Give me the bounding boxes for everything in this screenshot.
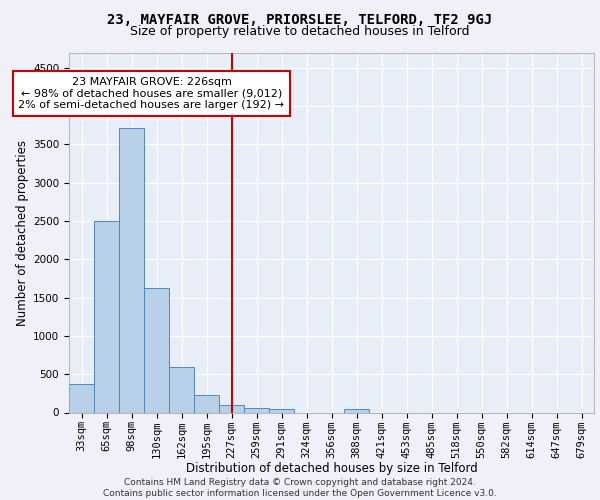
Bar (119, 128, 144, 412)
Bar (244, 408, 269, 412)
Bar (219, 405, 244, 412)
Bar (69, 384, 94, 412)
Bar (144, 288, 169, 412)
Text: 23 MAYFAIR GROVE: 226sqm
← 98% of detached houses are smaller (9,012)
2% of semi: 23 MAYFAIR GROVE: 226sqm ← 98% of detach… (19, 77, 284, 110)
Bar (94, 221, 119, 412)
Y-axis label: Number of detached properties: Number of detached properties (16, 140, 29, 326)
Bar (269, 410, 294, 412)
Text: 23, MAYFAIR GROVE, PRIORSLEE, TELFORD, TF2 9GJ: 23, MAYFAIR GROVE, PRIORSLEE, TELFORD, T… (107, 12, 493, 26)
Bar (344, 408, 369, 412)
Bar (169, 366, 194, 412)
Text: Contains HM Land Registry data © Crown copyright and database right 2024.
Contai: Contains HM Land Registry data © Crown c… (103, 478, 497, 498)
X-axis label: Distribution of detached houses by size in Telford: Distribution of detached houses by size … (185, 462, 478, 475)
Bar (194, 394, 219, 412)
Text: Size of property relative to detached houses in Telford: Size of property relative to detached ho… (130, 25, 470, 38)
